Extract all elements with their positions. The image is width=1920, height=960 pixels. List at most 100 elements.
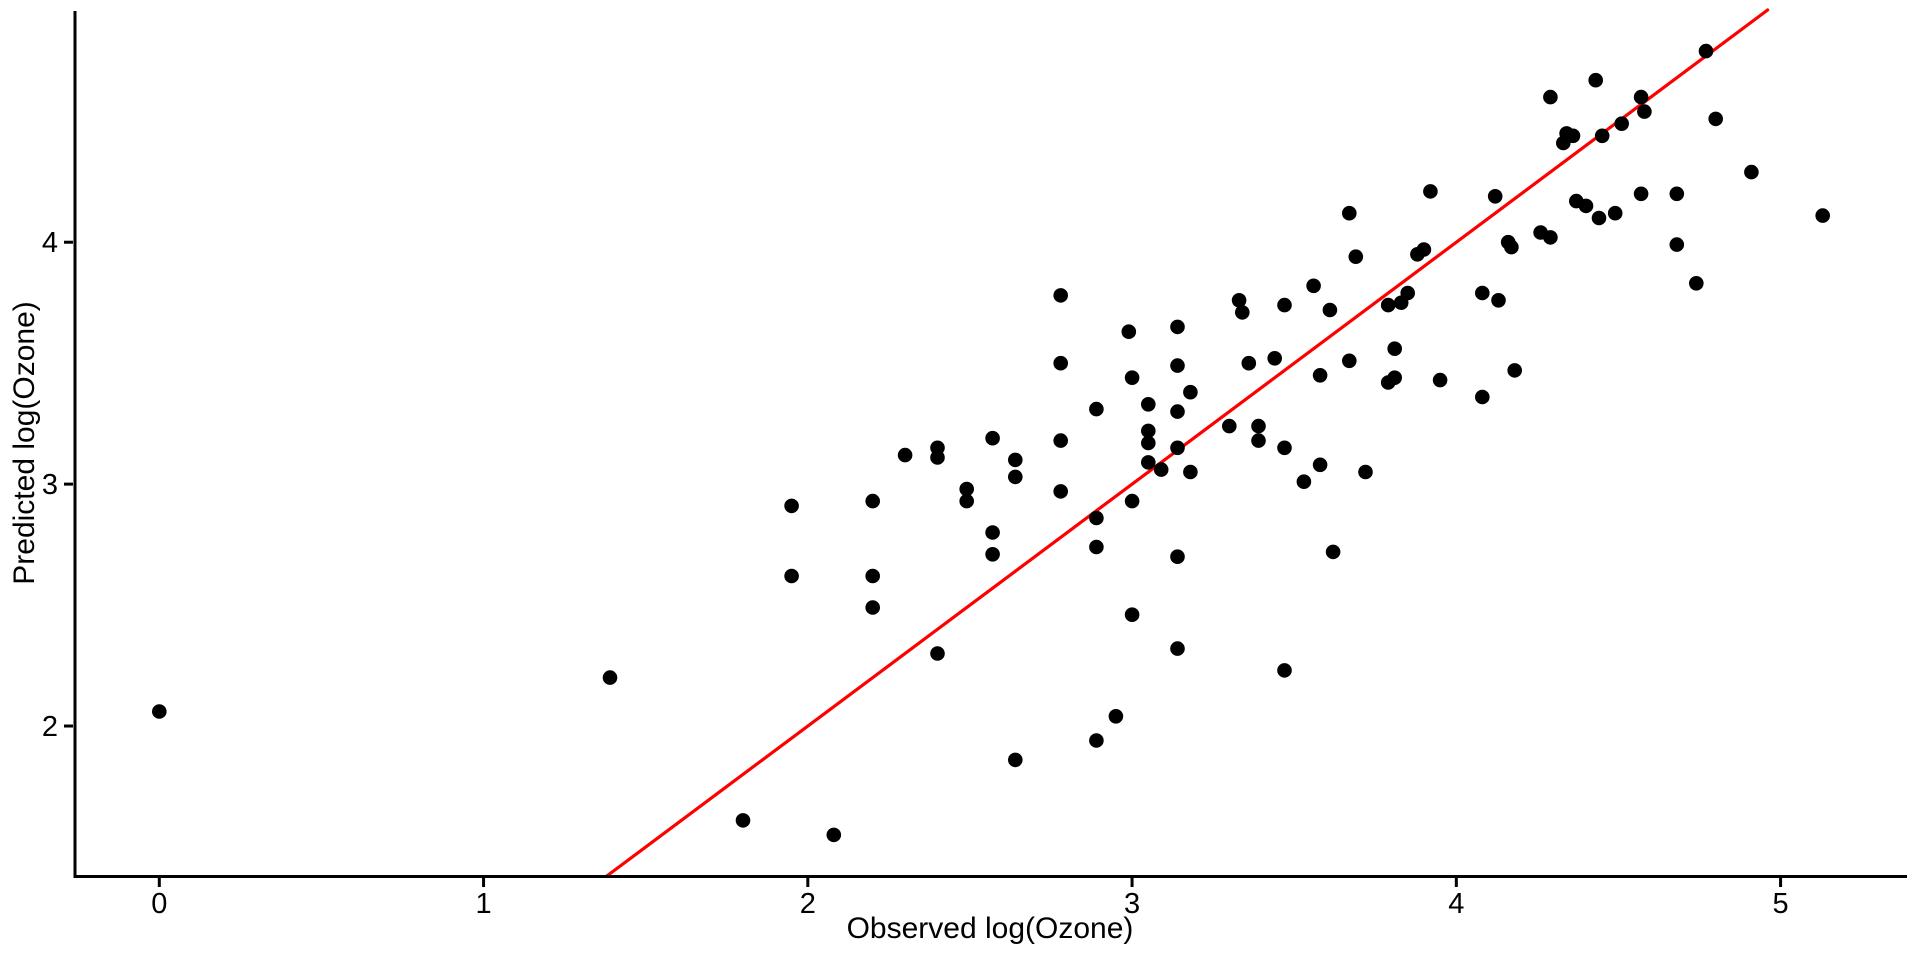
data-point [1008,469,1023,485]
data-point [735,813,751,828]
data-point [1141,435,1156,451]
data-point [930,646,945,661]
data-point [1008,752,1023,768]
data-point [1277,297,1292,313]
data-point [1312,457,1328,473]
data-point [1222,418,1237,434]
data-point [1267,351,1282,366]
data-point [1342,353,1357,369]
y-tick-label: 2 [42,711,58,743]
x-tick-label: 3 [1124,888,1140,920]
x-tick-label: 0 [151,888,167,920]
data-point [1633,89,1649,105]
data-point [1053,288,1068,303]
data-point [1235,305,1250,320]
data-point [1241,355,1257,371]
data-point [985,430,1000,446]
data-point [1432,372,1448,388]
data-point [1322,302,1338,318]
data-point [1594,128,1610,144]
y-axis-title: Predicted log(Ozone) [8,301,41,584]
data-point [1591,210,1607,226]
data-point [1744,164,1759,180]
data-point [1183,464,1198,480]
data-point [1153,462,1169,477]
identity-line [605,8,1770,878]
data-point [1342,205,1357,221]
y-tick-label: 4 [42,227,58,259]
data-point [1124,493,1140,509]
data-point [1183,384,1198,400]
data-point [1607,205,1623,221]
data-point [985,547,1000,562]
data-point [1277,663,1292,678]
data-point [1556,135,1571,151]
data-point [784,568,799,584]
data-point [985,525,1000,540]
data-point [1170,404,1185,419]
data-point [930,450,945,465]
data-point [1141,423,1156,439]
x-tick-label: 2 [800,888,816,920]
x-axis-ticks: 0 1 2 3 4 5 [151,878,1789,920]
data-point [1170,319,1185,335]
data-point [1633,186,1649,202]
data-point [959,493,974,509]
data-point [1491,293,1506,308]
data-point [1393,295,1409,311]
data-point [1387,370,1402,386]
data-point [1170,549,1185,564]
data-point [1504,239,1519,255]
data-point [1348,249,1364,264]
data-point [1124,607,1140,622]
axes [73,11,1907,878]
data-points [152,43,1830,843]
data-point [1053,355,1068,371]
data-point [897,447,913,463]
data-point [1053,484,1068,499]
data-point [1358,464,1373,480]
data-point [1614,116,1629,131]
regression-line [605,8,1770,878]
data-point [1475,389,1490,405]
y-axis-ticks: 2 3 4 [42,227,73,743]
data-point [1306,278,1321,294]
data-point [784,498,799,514]
data-point [1312,368,1328,383]
data-point [1325,544,1341,560]
data-point [1689,276,1704,291]
data-point [1170,358,1185,373]
data-point [1815,208,1830,223]
data-point [1543,89,1558,105]
data-point [1108,709,1124,724]
data-point [1251,418,1266,434]
data-point [1277,440,1292,456]
data-point [959,481,974,497]
data-point [602,670,618,685]
data-point [1475,285,1490,301]
data-point [1089,539,1104,555]
data-point [1251,433,1266,448]
x-tick-label: 5 [1773,888,1789,920]
data-point [1296,474,1312,490]
data-point [1141,455,1156,470]
data-point [1124,370,1140,386]
data-point [865,568,880,584]
data-point [1637,104,1652,119]
data-point [1416,242,1432,257]
data-point [1487,189,1503,204]
data-point [1089,510,1104,526]
data-point [1380,297,1396,313]
data-point [1387,341,1402,357]
data-point [826,827,842,843]
data-point [865,493,880,509]
data-point [1089,733,1104,748]
data-point [1170,641,1185,656]
data-point [1170,440,1185,456]
data-point [1543,230,1558,245]
data-point [1008,452,1023,468]
data-point [1669,186,1685,202]
x-tick-label: 1 [475,888,491,920]
y-tick-label: 3 [42,469,58,501]
